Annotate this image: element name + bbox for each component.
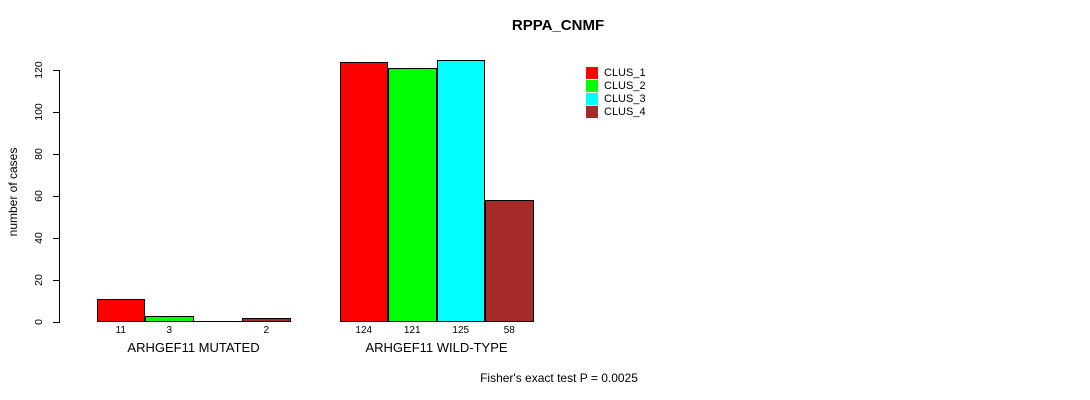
y-tick-mark	[53, 322, 59, 323]
y-tick-mark	[53, 70, 59, 71]
bar-clus_4	[242, 317, 291, 322]
x-category-label: ARHGEF11 WILD-TYPE	[365, 340, 508, 355]
bar-clus_3	[193, 321, 242, 322]
bar-clus_2	[388, 67, 437, 322]
bar-value-label: 2	[263, 325, 270, 336]
bar-clus_4	[485, 200, 534, 322]
legend-label: CLUS_4	[604, 105, 646, 118]
bar-value-label: 125	[452, 325, 470, 336]
legend-label: CLUS_1	[604, 66, 646, 79]
y-tick-label: 40	[33, 232, 45, 244]
y-tick-label: 120	[33, 61, 45, 79]
stat-annotation: Fisher's exact test P = 0.0025	[480, 371, 638, 385]
bar-clus_3	[436, 59, 485, 322]
y-tick-mark	[53, 154, 59, 155]
bar-clus_1	[96, 298, 145, 322]
legend-label: CLUS_2	[604, 79, 646, 92]
y-axis-label: number of cases	[6, 147, 20, 237]
legend-swatch-clus_4	[586, 105, 598, 118]
bar-clus_2	[145, 315, 194, 322]
bar-value-label: 3	[166, 325, 173, 336]
legend-item: CLUS_3	[586, 92, 646, 105]
legend-label: CLUS_3	[604, 92, 646, 105]
y-tick-label: 80	[33, 148, 45, 160]
bar-value-label: 121	[403, 325, 421, 336]
bar-value-label: 58	[503, 325, 515, 336]
bar-value-label: 11	[115, 325, 126, 336]
legend-item: CLUS_1	[586, 66, 646, 79]
y-tick-label: 60	[33, 190, 45, 202]
y-axis-line	[59, 70, 60, 323]
y-tick-label: 20	[33, 274, 45, 286]
y-tick-label: 100	[33, 103, 45, 121]
y-tick-mark	[53, 196, 59, 197]
y-tick-label: 0	[33, 319, 45, 325]
x-category-label: ARHGEF11 MUTATED	[127, 340, 260, 355]
y-tick-mark	[53, 280, 59, 281]
y-tick-mark	[53, 112, 59, 113]
legend-swatch-clus_3	[586, 92, 598, 105]
bar-clus_1	[339, 61, 388, 322]
legend-swatch-clus_1	[586, 66, 598, 79]
y-tick-mark	[53, 238, 59, 239]
legend-swatch-clus_2	[586, 79, 598, 92]
legend-item: CLUS_2	[586, 79, 646, 92]
legend-item: CLUS_4	[586, 105, 646, 118]
bar-value-label: 124	[355, 325, 373, 336]
chart-title: RPPA_CNMF	[511, 17, 605, 34]
